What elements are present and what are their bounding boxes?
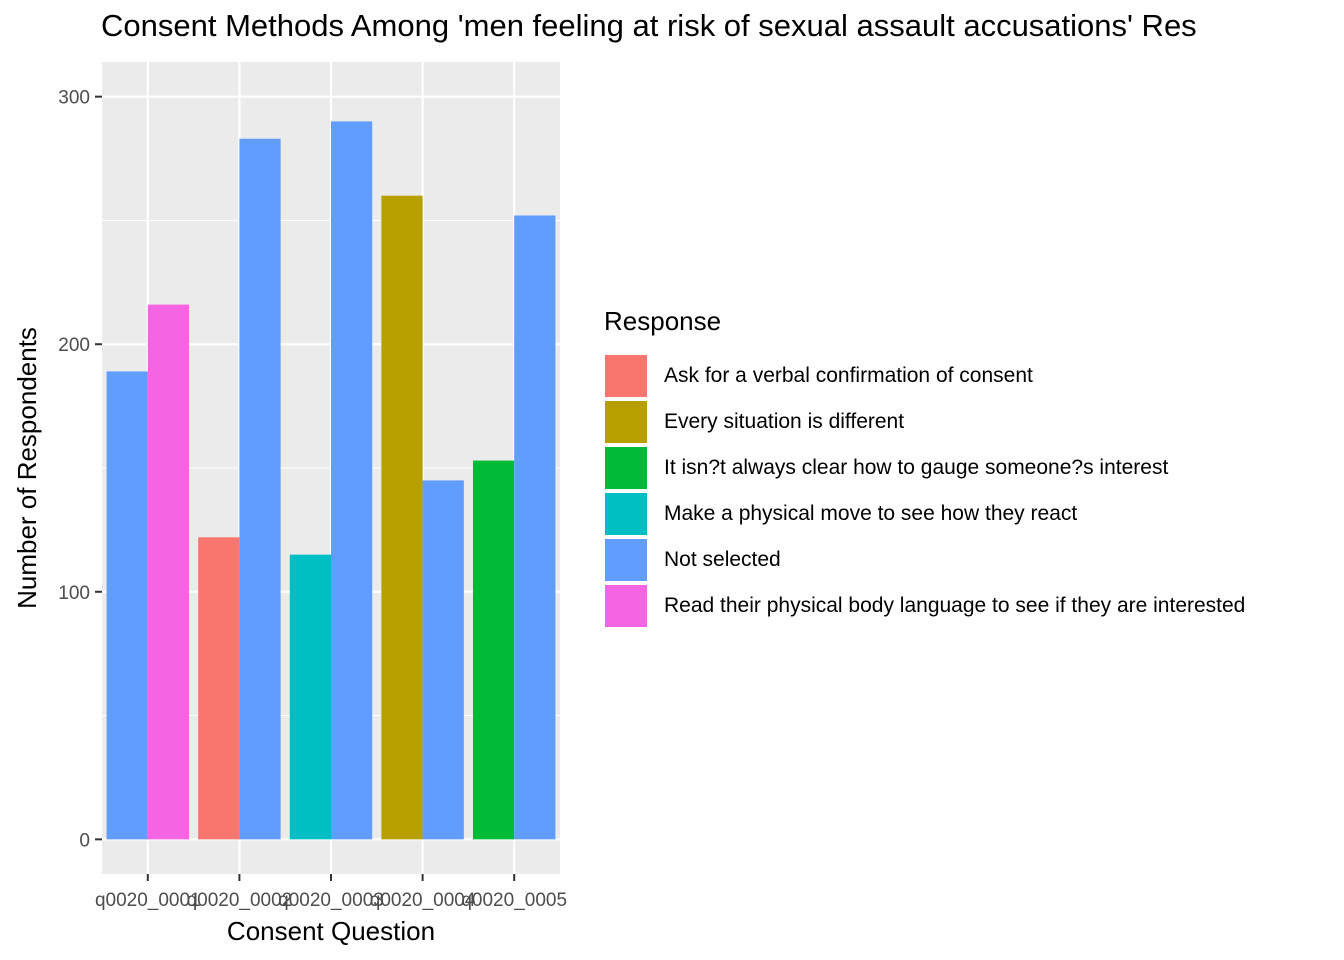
legend-key bbox=[604, 492, 648, 536]
legend-key bbox=[604, 538, 648, 582]
x-tick-label: q0020_0005 bbox=[461, 890, 567, 911]
legend-key bbox=[604, 354, 648, 398]
chart-title: Consent Methods Among 'men feeling at ri… bbox=[101, 8, 1197, 43]
bar bbox=[331, 121, 373, 840]
legend-label: Read their physical body language to see… bbox=[664, 594, 1246, 617]
legend-item: Every situation is different bbox=[604, 399, 904, 445]
x-tick-label: q0020_0004 bbox=[370, 890, 476, 911]
legend-item: Ask for a verbal confirmation of consent bbox=[604, 353, 1033, 399]
legend-label: Not selected bbox=[664, 548, 781, 571]
bar bbox=[198, 537, 240, 840]
bar bbox=[239, 138, 281, 840]
y-tick-label: 100 bbox=[58, 583, 90, 604]
legend-key bbox=[604, 400, 648, 444]
y-tick-label: 0 bbox=[79, 830, 90, 851]
legend-key bbox=[604, 584, 648, 628]
legend-item: It isn?t always clear how to gauge someo… bbox=[604, 445, 1168, 491]
legend-item: Read their physical body language to see… bbox=[604, 583, 1245, 629]
legend-label: Ask for a verbal confirmation of consent bbox=[664, 364, 1033, 387]
bar bbox=[147, 304, 190, 840]
bar bbox=[381, 195, 423, 840]
x-tick-label: q0020_0002 bbox=[187, 890, 293, 911]
legend-label: Every situation is different bbox=[664, 410, 905, 433]
bar bbox=[472, 460, 515, 840]
x-tick-label: q0020_0003 bbox=[278, 890, 384, 911]
legend-item: Make a physical move to see how they rea… bbox=[604, 491, 1077, 537]
y-axis-title: Number of Respondents bbox=[12, 327, 42, 609]
bar bbox=[514, 215, 556, 840]
x-axis-title: Consent Question bbox=[227, 916, 435, 946]
bar bbox=[106, 371, 148, 840]
x-tick-label: q0020_0001 bbox=[95, 890, 201, 911]
bar bbox=[289, 554, 331, 840]
bar bbox=[422, 480, 464, 840]
legend-item: Not selected bbox=[604, 537, 781, 583]
legend-key bbox=[604, 446, 648, 490]
legend-label: It isn?t always clear how to gauge someo… bbox=[664, 456, 1169, 479]
y-tick-label: 200 bbox=[58, 335, 90, 356]
legend-title: Response bbox=[604, 306, 722, 336]
y-tick-label: 300 bbox=[58, 88, 90, 109]
legend-label: Make a physical move to see how they rea… bbox=[664, 502, 1078, 525]
